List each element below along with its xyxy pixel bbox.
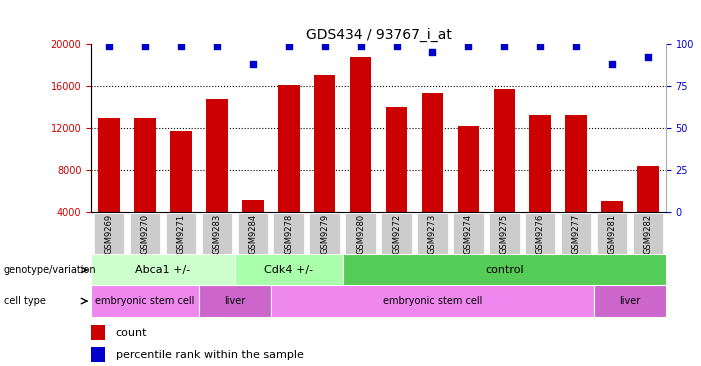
- Bar: [601, 201, 622, 212]
- Point: [247, 61, 259, 67]
- FancyBboxPatch shape: [235, 254, 343, 285]
- Text: liver: liver: [620, 296, 641, 306]
- Bar: [242, 200, 264, 212]
- Text: GSM9278: GSM9278: [284, 213, 293, 254]
- Text: count: count: [116, 328, 147, 337]
- Bar: [314, 75, 335, 212]
- Point: [498, 43, 510, 49]
- Text: GSM9275: GSM9275: [500, 213, 509, 254]
- FancyBboxPatch shape: [91, 254, 235, 285]
- Point: [606, 61, 618, 67]
- Text: liver: liver: [224, 296, 245, 306]
- Bar: [458, 126, 479, 212]
- Text: GSM9284: GSM9284: [248, 213, 257, 254]
- FancyBboxPatch shape: [525, 213, 555, 254]
- Text: GSM9270: GSM9270: [140, 213, 149, 254]
- Bar: [350, 57, 372, 212]
- Point: [104, 43, 115, 49]
- Text: embryonic stem cell: embryonic stem cell: [383, 296, 482, 306]
- Text: genotype/variation: genotype/variation: [4, 265, 96, 275]
- Bar: [637, 166, 659, 212]
- Text: embryonic stem cell: embryonic stem cell: [95, 296, 195, 306]
- Title: GDS434 / 93767_i_at: GDS434 / 93767_i_at: [306, 27, 451, 41]
- Bar: [98, 117, 120, 212]
- FancyBboxPatch shape: [489, 213, 519, 254]
- Bar: [91, 325, 105, 340]
- Text: GSM9273: GSM9273: [428, 213, 437, 254]
- FancyBboxPatch shape: [238, 213, 268, 254]
- Bar: [206, 98, 228, 212]
- Point: [571, 43, 582, 49]
- Point: [355, 43, 366, 49]
- FancyBboxPatch shape: [309, 213, 340, 254]
- Text: GSM9281: GSM9281: [608, 213, 617, 254]
- Text: percentile rank within the sample: percentile rank within the sample: [116, 350, 304, 359]
- Text: Cdk4 +/-: Cdk4 +/-: [264, 265, 313, 275]
- FancyBboxPatch shape: [94, 213, 124, 254]
- Text: GSM9279: GSM9279: [320, 213, 329, 254]
- Bar: [135, 117, 156, 212]
- FancyBboxPatch shape: [594, 285, 666, 317]
- Text: cell type: cell type: [4, 296, 46, 306]
- Point: [463, 43, 474, 49]
- Text: GSM9274: GSM9274: [464, 213, 473, 254]
- FancyBboxPatch shape: [343, 254, 666, 285]
- FancyBboxPatch shape: [561, 213, 592, 254]
- Bar: [386, 107, 407, 212]
- Point: [283, 43, 294, 49]
- Bar: [421, 93, 443, 212]
- FancyBboxPatch shape: [273, 213, 304, 254]
- Text: GSM9283: GSM9283: [212, 213, 222, 254]
- Point: [175, 43, 186, 49]
- Text: GSM9271: GSM9271: [177, 213, 186, 254]
- Text: control: control: [485, 265, 524, 275]
- FancyBboxPatch shape: [346, 213, 376, 254]
- FancyBboxPatch shape: [91, 285, 199, 317]
- Text: GSM9277: GSM9277: [571, 213, 580, 254]
- Text: GSM9282: GSM9282: [644, 213, 653, 254]
- Point: [427, 49, 438, 55]
- FancyBboxPatch shape: [381, 213, 411, 254]
- FancyBboxPatch shape: [271, 285, 594, 317]
- Point: [391, 43, 402, 49]
- FancyBboxPatch shape: [130, 213, 161, 254]
- Bar: [565, 116, 587, 212]
- Point: [535, 43, 546, 49]
- Text: GSM9272: GSM9272: [392, 213, 401, 254]
- Point: [139, 43, 151, 49]
- Text: GSM9276: GSM9276: [536, 213, 545, 254]
- Bar: [278, 85, 299, 212]
- Text: GSM9269: GSM9269: [104, 213, 114, 254]
- FancyBboxPatch shape: [202, 213, 232, 254]
- FancyBboxPatch shape: [633, 213, 663, 254]
- Text: Abca1 +/-: Abca1 +/-: [135, 265, 191, 275]
- Point: [319, 43, 330, 49]
- Bar: [170, 131, 192, 212]
- Point: [642, 55, 653, 60]
- FancyBboxPatch shape: [597, 213, 627, 254]
- Text: GSM9280: GSM9280: [356, 213, 365, 254]
- Bar: [91, 347, 105, 362]
- FancyBboxPatch shape: [453, 213, 484, 254]
- Bar: [529, 116, 551, 212]
- FancyBboxPatch shape: [417, 213, 448, 254]
- FancyBboxPatch shape: [199, 285, 271, 317]
- Bar: [494, 89, 515, 212]
- FancyBboxPatch shape: [165, 213, 196, 254]
- Point: [211, 43, 222, 49]
